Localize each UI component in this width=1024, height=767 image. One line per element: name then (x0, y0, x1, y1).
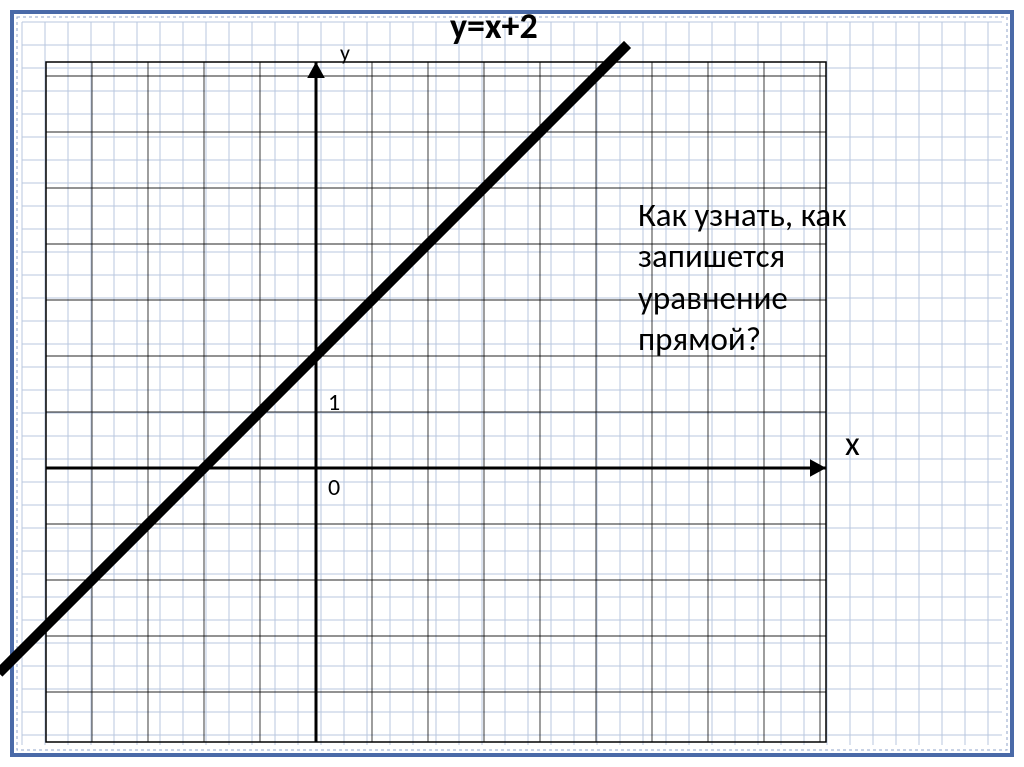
question-text: Как узнать, какзапишетсяуравнениепрямой? (638, 195, 847, 360)
y-axis-label: y (340, 39, 350, 66)
equation-title: y=x+2 (450, 4, 538, 48)
tick-zero-label: 0 (328, 473, 340, 502)
x-axis-label: x (845, 424, 860, 465)
tick-one-label: 1 (328, 388, 340, 417)
